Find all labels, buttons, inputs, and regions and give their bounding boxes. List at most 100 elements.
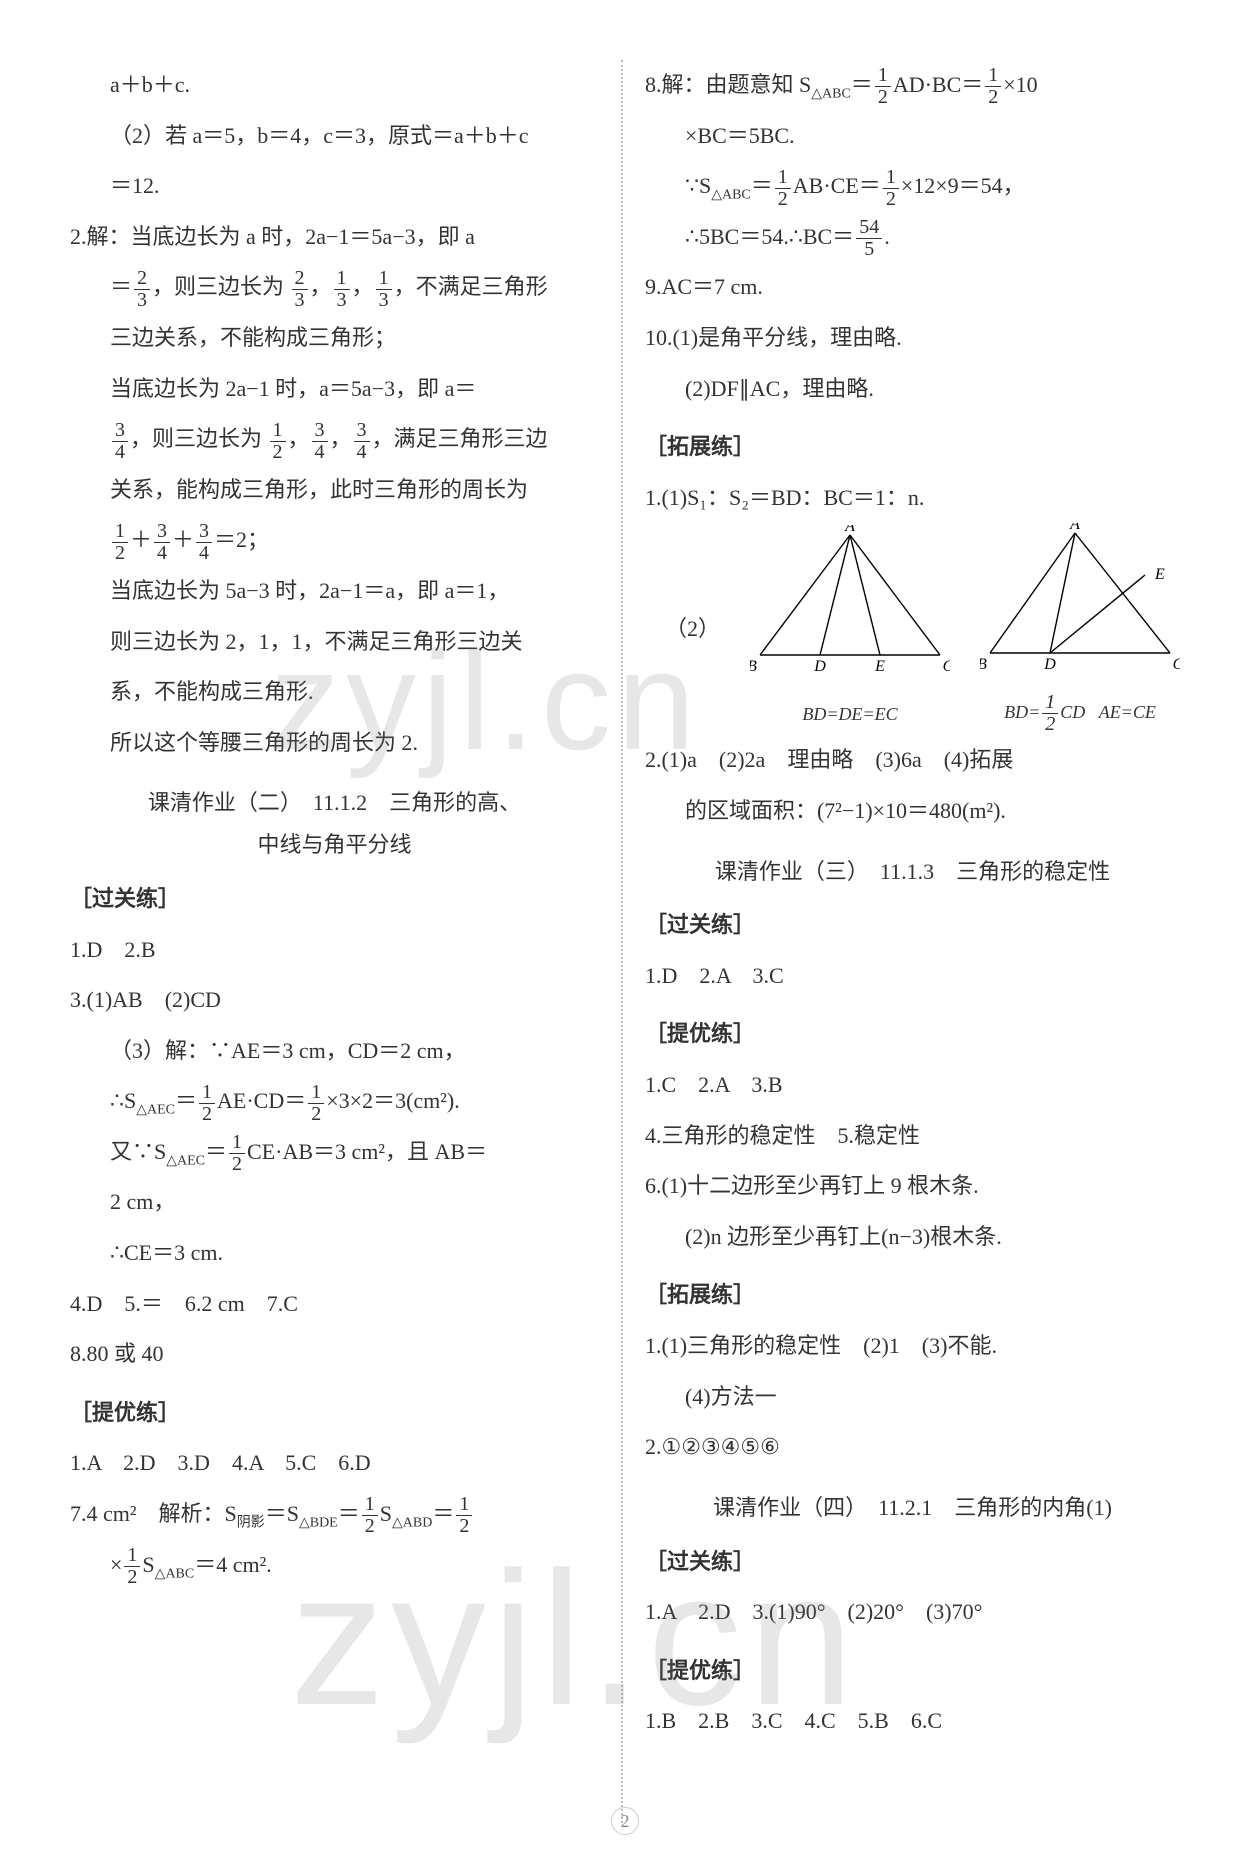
text: ∵S△ABC＝12AB·CE＝12×12×9＝54， [645,161,1180,212]
text: （3）解：∵AE＝3 cm，CD＝2 cm， [70,1026,599,1077]
text: ＝ [338,1501,360,1526]
text: a＋b＋c. [70,60,599,111]
page-number: 2 [611,1807,639,1835]
fraction: 34 [112,420,128,463]
fraction: 545 [856,217,882,260]
text: 1.(1)S₁：S₂＝BD：BC＝1：n. [645,473,1180,524]
fraction: 12 [270,420,286,463]
text: 10.(1)是角平分线，理由略. [645,313,1180,364]
fraction: 12 [456,1494,472,1537]
text: 9.AC＝7 cm. [645,262,1180,313]
text: 1.A 2.D 3.D 4.A 5.C 6.D [70,1438,599,1489]
text: (2)DF∥AC，理由略. [645,364,1180,415]
subsection: ［过关练］ [70,874,599,925]
text: 三边关系，不能构成三角形； [70,313,599,364]
text: ×BC＝5BC. [645,111,1180,162]
subsection: ［过关练］ [645,900,1180,951]
subscript: △ABC [155,1566,195,1581]
text: ＝4 cm². [194,1552,271,1577]
fraction: 12 [124,1545,140,1588]
fraction: 13 [334,268,350,311]
subscript: △ABC [811,86,851,101]
text: 1.B 2.B 3.C 4.C 5.B 6.C [645,1696,1180,1747]
triangle-diagram-1: A B C D E BD=DE=EC [750,525,950,735]
svg-text:C: C [943,658,950,675]
subscript: △ABC [711,188,751,203]
fraction: 23 [134,268,150,311]
section-title: 课清作业（三） 11.1.3 三角形的稳定性 [645,851,1180,893]
svg-text:B: B [980,656,987,673]
fraction: 34 [196,521,212,564]
text: 1.A 2.D 3.(1)90° (2)20° (3)70° [645,1587,1180,1638]
subscript: 阴影 [237,1515,265,1530]
text: 8.解：由题意知 S△ABC＝12AD·BC＝12×10 [645,60,1180,111]
text: S [142,1552,154,1577]
text: × [110,1552,122,1577]
text: （2）若 a＝5，b＝4，c＝3，原式＝a＋b＋c [70,111,599,162]
right-column: 8.解：由题意知 S△ABC＝12AD·BC＝12×10 ×BC＝5BC. ∵S… [623,60,1180,1823]
svg-text:E: E [874,658,885,675]
caption: BD=DE=EC [750,694,950,735]
text: 2.①②③④⑤⑥ [645,1422,1180,1473]
text: ＝2； [214,527,269,552]
text: ∴S△AEC＝12AE·CD＝12×3×2＝3(cm²). [70,1076,599,1127]
text: AD·BC＝ [893,72,983,97]
subscript: △ABD [392,1515,432,1530]
triangle-svg: ABCDE [980,523,1180,673]
text: AE=CE [1099,702,1156,722]
triangle-svg: A B C D E [750,525,950,675]
svg-text:D: D [813,658,826,675]
text: 1.C 2.A 3.B [645,1060,1180,1111]
text: ＝S [265,1501,299,1526]
subscript: △BDE [299,1515,338,1530]
svg-text:B: B [750,658,757,675]
text: ，不满足三角形 [394,274,548,299]
text: 又∵S△AEC＝12CE·AB＝3 cm²，且 AB＝ [70,1127,599,1178]
text: ，则三边长为 [152,274,284,299]
triangle-diagram-2: ABCDE BD=12CD AE=CE [980,523,1180,735]
subsection: ［拓展练］ [645,422,1180,473]
text: ＝ [110,274,132,299]
text: ，满足三角形三边 [372,426,548,451]
fraction: 12 [362,1494,378,1537]
left-column: a＋b＋c. （2）若 a＝5，b＝4，c＝3，原式＝a＋b＋c ＝12. 2.… [70,60,621,1823]
text: 4.D 5.＝ 6.2 cm 7.C [70,1279,599,1330]
fraction: 12 [985,65,1001,108]
text: . [884,224,890,249]
subscript: △AEC [136,1103,175,1118]
svg-text:E: E [1154,566,1165,583]
text: ＝ [851,72,873,97]
svg-text:A: A [844,525,855,535]
text: 当底边长为 5a−3 时，2a−1＝a，即 a＝1， [70,566,599,617]
text: ∴CE＝3 cm. [70,1228,599,1279]
text: S [380,1501,392,1526]
text: ＝ [175,1088,197,1113]
subsection: ［提优练］ [70,1388,599,1439]
text: 的区域面积：(7²−1)×10＝480(m²). [645,786,1180,837]
text: 8.解：由题意知 S [645,72,811,97]
text: （2） [645,604,720,655]
text: 4.三角形的稳定性 5.稳定性 [645,1111,1180,1162]
text: 3.(1)AB (2)CD [70,975,599,1026]
subscript: △AEC [166,1153,205,1168]
text: 8.80 或 40 [70,1329,599,1380]
text: BD= [1004,702,1040,722]
fraction: 12 [229,1132,245,1175]
text: 7.4 cm² 解析：S阴影＝S△BDE＝12S△ABD＝12 [70,1489,599,1540]
text: 又∵S [110,1139,166,1164]
text: ，则三边长为 [130,426,262,451]
fraction: 12 [308,1082,324,1125]
text: 当底边长为 2a−1 时，a＝5a−3，即 a＝ [70,364,599,415]
fraction: 34 [154,521,170,564]
fraction: 12 [199,1082,215,1125]
subsection: ［提优练］ [645,1009,1180,1060]
section-title: 课清作业（二） 11.1.2 三角形的高、 中线与角平分线 [70,782,599,866]
caption: BD=12CD AE=CE [980,692,1180,735]
svg-text:A: A [1069,523,1080,533]
fraction: 23 [292,268,308,311]
text: ＝ [751,173,773,198]
text: ×10 [1003,72,1037,97]
fraction: 12 [1042,692,1058,735]
text: 1.D 2.B [70,925,599,976]
text: ∴5BC＝54.∴BC＝ [685,224,854,249]
